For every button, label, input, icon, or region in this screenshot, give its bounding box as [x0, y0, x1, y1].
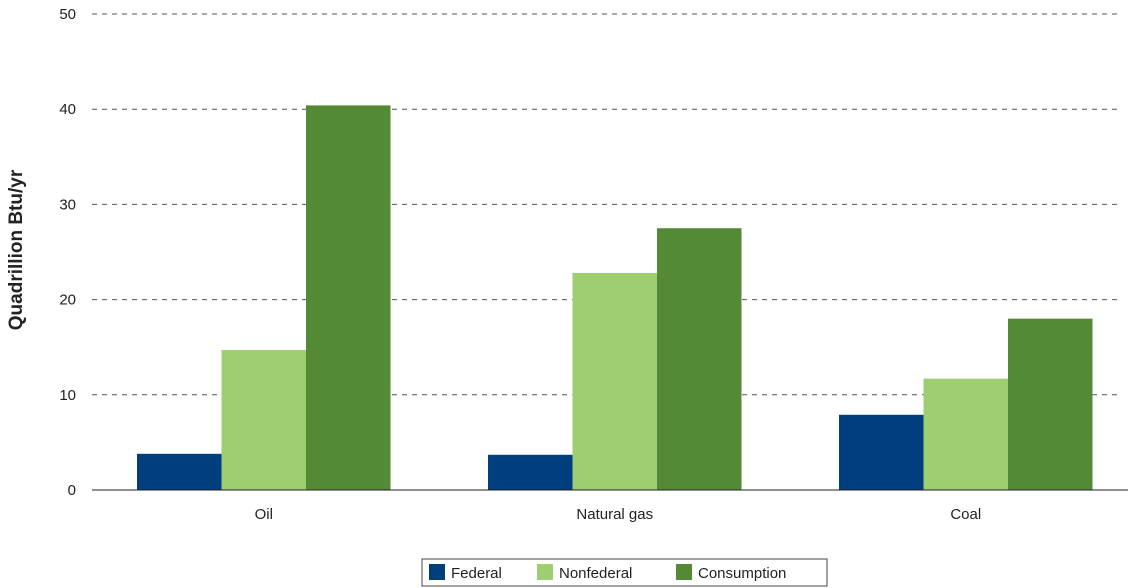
legend-box [421, 558, 828, 587]
legend-label-nonfederal: Nonfederal [559, 565, 632, 582]
bar-consumption-oil [306, 105, 391, 490]
x-category-label: Coal [950, 506, 981, 523]
y-tick-label: 40 [59, 101, 76, 118]
bar-nonfederal-coal [923, 378, 1008, 490]
y-axis-ticks: 0 10 20 30 40 50 [59, 6, 76, 499]
bar-federal-natural-gas [488, 454, 573, 490]
legend-swatch-nonfederal [537, 564, 553, 580]
x-axis-categories: Oil Natural gas Coal [255, 506, 982, 523]
y-tick-label: 0 [68, 482, 76, 499]
legend-swatch-federal [429, 564, 445, 580]
legend-label-federal: Federal [451, 565, 502, 582]
y-axis-label: Quadrillion Btu/yr [6, 169, 27, 330]
x-category-label: Natural gas [576, 506, 653, 523]
bar-federal-coal [839, 414, 924, 490]
bar-nonfederal-oil [221, 350, 306, 490]
bars [137, 105, 1093, 490]
legend-label-consumption: Consumption [698, 565, 786, 582]
x-category-label: Oil [255, 506, 273, 523]
bar-federal-oil [137, 453, 222, 490]
legend: Federal Nonfederal Consumption [421, 558, 828, 587]
y-tick-label: 50 [59, 6, 76, 23]
bar-consumption-coal [1008, 318, 1093, 490]
legend-swatch-consumption [676, 564, 692, 580]
y-tick-label: 20 [59, 292, 76, 309]
y-tick-label: 30 [59, 196, 76, 213]
bar-consumption-natural-gas [657, 228, 742, 490]
bar-nonfederal-natural-gas [572, 272, 657, 490]
y-tick-label: 10 [59, 387, 76, 404]
